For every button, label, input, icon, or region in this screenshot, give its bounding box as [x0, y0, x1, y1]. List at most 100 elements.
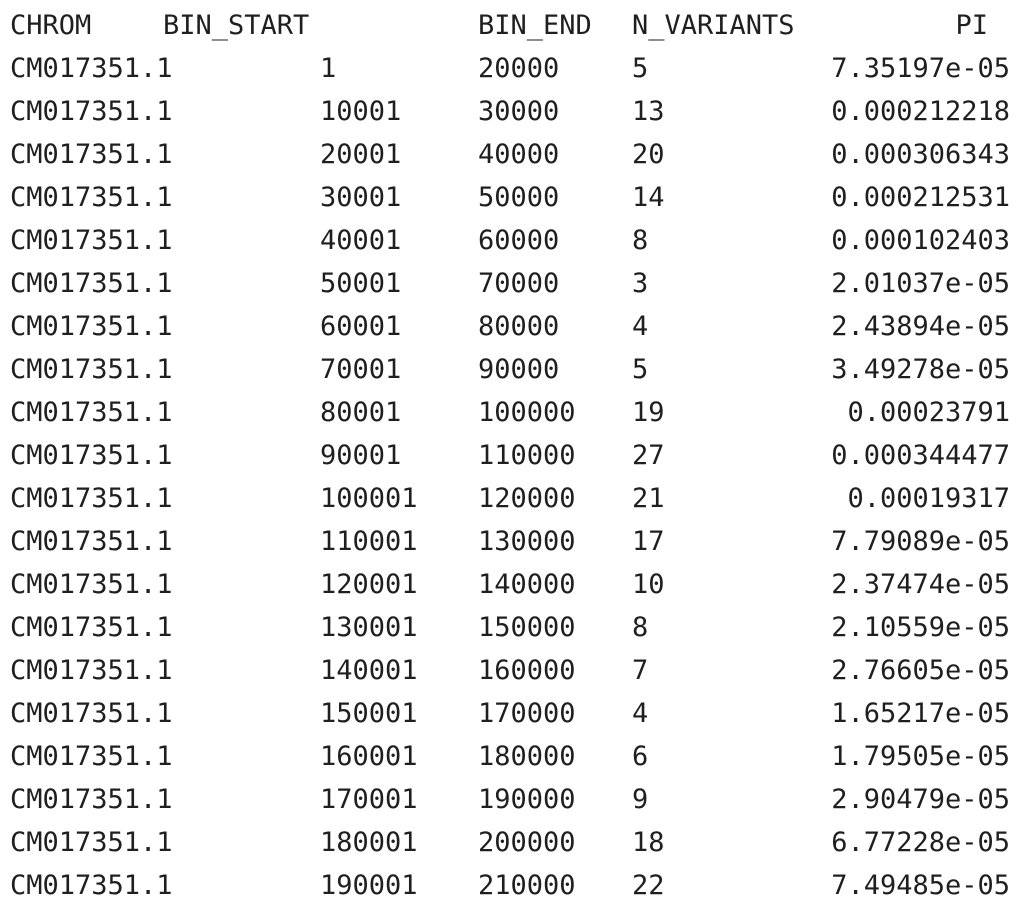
table-body: CM017351.1 1 20000 5 7.35197e-05 CM017351.1 10…: [10, 47, 1010, 907]
cell-bin-start: 190001: [320, 870, 418, 901]
table-row: CM017351.1 100001 120000 21 0.00019317: [10, 477, 1010, 520]
cell-pi: 2.10559e-05: [831, 612, 1010, 643]
table-row: CM017351.1 130001 150000 8 2.10559e-05: [10, 606, 1010, 649]
cell-chrom: CM017351.1: [10, 311, 173, 342]
cell-bin-end: 110000: [478, 440, 576, 471]
cell-n-variants: 18: [632, 827, 665, 858]
cell-bin-end: 200000: [478, 827, 576, 858]
cell-chrom: CM017351.1: [10, 483, 173, 514]
cell-bin-start: 130001: [320, 612, 418, 643]
cell-bin-end: 160000: [478, 655, 576, 686]
cell-n-variants: 4: [632, 698, 649, 729]
cell-pi: 2.43894e-05: [831, 311, 1010, 342]
cell-pi: 0.000212218: [831, 96, 1010, 127]
cell-pi: 0.00023791: [847, 397, 1010, 428]
cell-chrom: CM017351.1: [10, 784, 173, 815]
cell-chrom: CM017351.1: [10, 440, 173, 471]
cell-chrom: CM017351.1: [10, 655, 173, 686]
cell-chrom: CM017351.1: [10, 96, 173, 127]
cell-chrom: CM017351.1: [10, 741, 173, 772]
table-row: CM017351.1 20001 40000 20 0.000306343: [10, 133, 1010, 176]
cell-chrom: CM017351.1: [10, 354, 173, 385]
cell-n-variants: 27: [632, 440, 665, 471]
cell-bin-start: 140001: [320, 655, 418, 686]
cell-n-variants: 5: [632, 53, 649, 84]
cell-pi: 7.49485e-05: [831, 870, 1010, 901]
data-table: CHROM BIN_START BIN_END N_VARIANTS PI CM…: [10, 4, 1010, 907]
cell-pi: 0.00019317: [847, 483, 1010, 514]
cell-pi: 0.000306343: [831, 139, 1010, 170]
cell-bin-end: 90000: [478, 354, 560, 385]
cell-bin-end: 120000: [478, 483, 576, 514]
cell-bin-start: 20001: [320, 139, 402, 170]
cell-bin-end: 150000: [478, 612, 576, 643]
cell-pi: 7.79089e-05: [831, 526, 1010, 557]
table-row: CM017351.1 10001 30000 13 0.000212218: [10, 90, 1010, 133]
table-row: CM017351.1 190001 210000 22 7.49485e-05: [10, 864, 1010, 907]
cell-bin-start: 160001: [320, 741, 418, 772]
cell-bin-start: 1: [320, 53, 337, 84]
cell-n-variants: 10: [632, 569, 665, 600]
table-row: CM017351.1 150001 170000 4 1.65217e-05: [10, 692, 1010, 735]
cell-n-variants: 13: [632, 96, 665, 127]
cell-chrom: CM017351.1: [10, 569, 173, 600]
table-header-row: CHROM BIN_START BIN_END N_VARIANTS PI: [10, 4, 1010, 47]
cell-bin-end: 170000: [478, 698, 576, 729]
cell-n-variants: 21: [632, 483, 665, 514]
cell-n-variants: 9: [632, 784, 649, 815]
cell-bin-end: 100000: [478, 397, 576, 428]
cell-n-variants: 8: [632, 612, 649, 643]
cell-bin-end: 130000: [478, 526, 576, 557]
cell-bin-end: 190000: [478, 784, 576, 815]
cell-bin-start: 110001: [320, 526, 418, 557]
cell-chrom: CM017351.1: [10, 268, 173, 299]
cell-n-variants: 22: [632, 870, 665, 901]
cell-pi: 2.37474e-05: [831, 569, 1010, 600]
cell-chrom: CM017351.1: [10, 182, 173, 213]
cell-n-variants: 3: [632, 268, 649, 299]
cell-pi: 3.49278e-05: [831, 354, 1010, 385]
cell-bin-start: 90001: [320, 440, 402, 471]
cell-bin-start: 50001: [320, 268, 402, 299]
cell-chrom: CM017351.1: [10, 612, 173, 643]
cell-n-variants: 14: [632, 182, 665, 213]
table-row: CM017351.1 110001 130000 17 7.79089e-05: [10, 520, 1010, 563]
cell-n-variants: 5: [632, 354, 649, 385]
cell-bin-end: 30000: [478, 96, 560, 127]
table-row: CM017351.1 40001 60000 8 0.000102403: [10, 219, 1010, 262]
cell-bin-start: 120001: [320, 569, 418, 600]
cell-pi: 0.000344477: [831, 440, 1010, 471]
cell-pi: 0.000212531: [831, 182, 1010, 213]
cell-bin-start: 180001: [320, 827, 418, 858]
cell-chrom: CM017351.1: [10, 827, 173, 858]
cell-pi: 2.90479e-05: [831, 784, 1010, 815]
cell-bin-start: 60001: [320, 311, 402, 342]
cell-bin-start: 100001: [320, 483, 418, 514]
table-row: CM017351.1 30001 50000 14 0.000212531: [10, 176, 1010, 219]
table-row: CM017351.1 170001 190000 9 2.90479e-05: [10, 778, 1010, 821]
cell-bin-end: 50000: [478, 182, 560, 213]
cell-bin-start: 80001: [320, 397, 402, 428]
table-row: CM017351.1 140001 160000 7 2.76605e-05: [10, 649, 1010, 692]
header-chrom: CHROM: [10, 10, 92, 41]
cell-chrom: CM017351.1: [10, 225, 173, 256]
cell-n-variants: 20: [632, 139, 665, 170]
cell-pi: 0.000102403: [831, 225, 1010, 256]
cell-n-variants: 17: [632, 526, 665, 557]
cell-bin-start: 150001: [320, 698, 418, 729]
table-row: CM017351.1 60001 80000 4 2.43894e-05: [10, 305, 1010, 348]
cell-n-variants: 4: [632, 311, 649, 342]
table-row: CM017351.1 70001 90000 5 3.49278e-05: [10, 348, 1010, 391]
table-row: CM017351.1 1 20000 5 7.35197e-05: [10, 47, 1010, 90]
table-row: CM017351.1 180001 200000 18 6.77228e-05: [10, 821, 1010, 864]
cell-pi: 1.65217e-05: [831, 698, 1010, 729]
table-row: CM017351.1 80001 100000 19 0.00023791: [10, 391, 1010, 434]
table-row: CM017351.1 90001 110000 27 0.000344477: [10, 434, 1010, 477]
cell-pi: 2.76605e-05: [831, 655, 1010, 686]
cell-pi: 2.01037e-05: [831, 268, 1010, 299]
cell-bin-end: 210000: [478, 870, 576, 901]
table-row: CM017351.1 160001 180000 6 1.79505e-05: [10, 735, 1010, 778]
cell-n-variants: 19: [632, 397, 665, 428]
cell-bin-start: 40001: [320, 225, 402, 256]
cell-bin-start: 10001: [320, 96, 402, 127]
